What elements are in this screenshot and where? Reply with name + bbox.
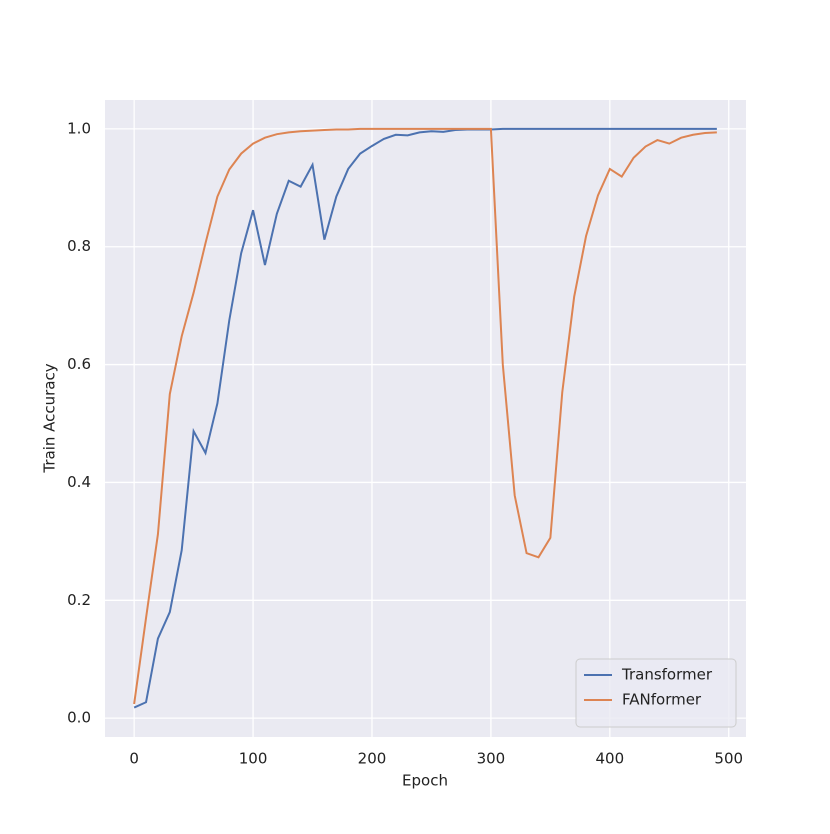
legend-box xyxy=(575,658,737,728)
x-tick-label: 300 xyxy=(477,750,506,768)
y-tick-label: 0.0 xyxy=(67,709,91,727)
y-tick-label: 0.4 xyxy=(67,473,91,491)
x-tick-label: 500 xyxy=(714,750,743,768)
x-tick-label: 200 xyxy=(358,750,387,768)
plot-area xyxy=(105,100,746,737)
x-tick-label: 400 xyxy=(596,750,625,768)
y-tick-label: 0.2 xyxy=(67,591,91,609)
series-line xyxy=(133,127,717,709)
grid xyxy=(105,100,746,737)
legend-label: Transformer xyxy=(621,666,713,684)
y-tick-label: 1.0 xyxy=(67,119,91,137)
y-tick-label: 0.8 xyxy=(67,237,91,255)
x-axis-label: Epoch xyxy=(402,772,448,790)
x-tick-label: 0 xyxy=(129,750,139,768)
legend-label: FANformer xyxy=(622,691,702,709)
lines xyxy=(133,127,717,709)
legend: Transformer FANformer xyxy=(575,658,737,728)
y-axis-label: Train Accuracy xyxy=(41,363,59,473)
series-line xyxy=(133,127,717,705)
labels: 0 100 200 300 400 500 0.0 0.2 0.4 0.6 0.8 1.0 xyxy=(67,119,743,767)
x-tick-label: 100 xyxy=(239,750,268,768)
y-tick-label: 0.6 xyxy=(67,355,91,373)
